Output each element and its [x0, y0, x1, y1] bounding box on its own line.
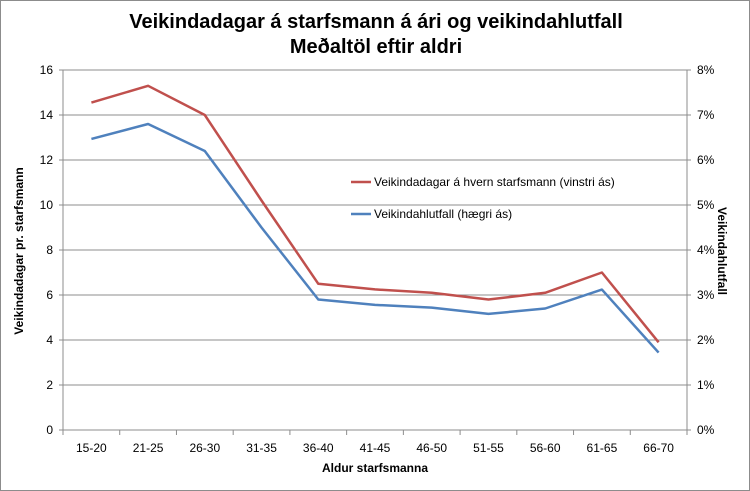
- left-tick-label: 2: [46, 378, 53, 392]
- legend-label-series-2: Veikindahlutfall (hægri ás): [374, 207, 512, 221]
- x-tick-label: 21-25: [133, 441, 164, 455]
- x-tick-label: 15-20: [76, 441, 107, 455]
- x-axis-ticks: 15-20 21-25 26-30 31-35 36-40 41-45 46-50 51-55…: [62, 430, 688, 455]
- chart-subtitle: Meðaltöl eftir aldri: [290, 36, 462, 58]
- x-tick-label: 31-35: [246, 441, 277, 455]
- series-line-1: [91, 84, 660, 344]
- x-tick-label: 26-30: [189, 441, 220, 455]
- left-tick-label: 6: [46, 288, 53, 302]
- gridlines: [63, 69, 687, 431]
- left-axis-ticks: 0 2 4 6 8 10 12 14 16: [40, 63, 63, 437]
- left-axis-label: Veikindadagar pr. starfsmann: [12, 167, 26, 334]
- right-tick-label: 4%: [697, 243, 715, 257]
- left-tick-label: 12: [40, 153, 54, 167]
- right-tick-label: 3%: [697, 288, 715, 302]
- left-tick-label: 16: [40, 63, 54, 77]
- right-axis-label: Veikindahlutfall: [715, 207, 729, 295]
- x-axis-label: Aldur starfsmanna: [322, 461, 428, 475]
- right-tick-label: 5%: [697, 198, 715, 212]
- x-tick-label: 56-60: [530, 441, 561, 455]
- right-tick-label: 8%: [697, 63, 715, 77]
- right-axis-ticks: 0% 1% 2% 3% 4% 5% 6% 7% 8%: [687, 63, 715, 437]
- series-line-2: [91, 122, 660, 354]
- x-tick-label: 46-50: [416, 441, 447, 455]
- right-tick-label: 6%: [697, 153, 715, 167]
- x-tick-label: 61-65: [587, 441, 618, 455]
- x-tick-label: 41-45: [360, 441, 391, 455]
- chart-title: Veikindadagar á starfsmann á ári og veik…: [129, 11, 623, 33]
- right-tick-label: 2%: [697, 333, 715, 347]
- left-tick-label: 0: [46, 423, 53, 437]
- right-tick-label: 0%: [697, 423, 715, 437]
- x-tick-label: 51-55: [473, 441, 504, 455]
- series-lines: [91, 84, 660, 354]
- left-tick-label: 8: [46, 243, 53, 257]
- left-tick-label: 4: [46, 333, 53, 347]
- legend: Veikindadagar á hvern starfsmann (vinstr…: [351, 175, 615, 221]
- x-tick-label: 36-40: [303, 441, 334, 455]
- right-tick-label: 7%: [697, 108, 715, 122]
- left-tick-label: 10: [40, 198, 54, 212]
- right-tick-label: 1%: [697, 378, 715, 392]
- left-tick-label: 14: [40, 108, 54, 122]
- legend-label-series-1: Veikindadagar á hvern starfsmann (vinstr…: [374, 175, 615, 189]
- x-tick-label: 66-70: [643, 441, 674, 455]
